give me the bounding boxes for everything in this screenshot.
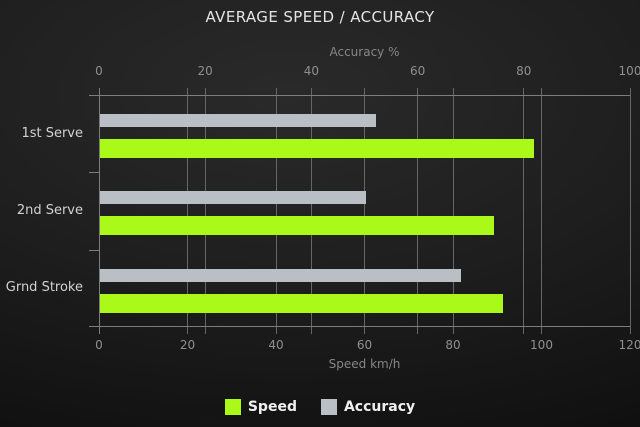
left-axis-tick — [89, 326, 99, 327]
bottom-axis-title: Speed km/h — [328, 357, 401, 371]
bottom-axis-tick-labels: 0 20 40 60 80 100 120 — [95, 338, 640, 352]
bottom-tick-label-0: 0 — [95, 338, 103, 352]
bottom-tick-label-120: 120 — [618, 338, 640, 352]
top-tick-label-80: 80 — [516, 64, 532, 78]
top-axis-tick-labels: 0 20 40 60 80 100 — [95, 64, 640, 78]
chart-title: AVERAGE SPEED / ACCURACY — [205, 8, 435, 26]
category-label-2: 2nd Serve — [16, 203, 83, 218]
top-tick-label-20: 20 — [197, 64, 213, 78]
left-axis-tick — [89, 250, 99, 251]
legend-label-speed: Speed — [247, 399, 297, 415]
category-label-1: 1st Serve — [21, 125, 83, 141]
top-tick-label-100: 100 — [618, 64, 640, 78]
legend-item-accuracy[interactable]: Accuracy — [320, 399, 416, 415]
bar-speed-3 — [100, 293, 503, 313]
top-tick-label-40: 40 — [303, 64, 320, 78]
bottom-tick-label-40: 40 — [268, 338, 284, 352]
bar-accuracy-2 — [100, 191, 366, 205]
top-axis-title: Accuracy % — [329, 45, 400, 59]
legend: Speed Accuracy — [0, 398, 640, 416]
bar-speed-1 — [100, 139, 534, 158]
gridline-accuracy-60 — [417, 88, 418, 334]
bar-speed-2 — [100, 216, 494, 236]
gridline-accuracy-80 — [523, 88, 524, 334]
plot-area — [89, 88, 631, 334]
gridline-accuracy-40 — [311, 88, 312, 334]
gridline-speed-120 — [630, 88, 631, 334]
gridline-speed-100 — [541, 88, 542, 334]
left-axis-tick — [89, 172, 99, 173]
bottom-axis-line — [99, 326, 630, 327]
gridline-speed-40 — [276, 88, 277, 334]
legend-item-speed[interactable]: Speed — [224, 399, 297, 415]
bottom-tick-label-80: 80 — [445, 338, 461, 352]
category-label-3: Grnd Stroke — [5, 280, 83, 296]
bar-accuracy-1 — [100, 114, 377, 127]
top-tick-label-60: 60 — [409, 64, 426, 78]
gridline-speed-80 — [453, 88, 454, 334]
speed-swatch-icon — [224, 399, 241, 415]
gridline-speed-20 — [187, 88, 188, 334]
gridline-accuracy-20 — [205, 88, 206, 334]
left-axis-line — [99, 88, 100, 334]
legend-label-accuracy: Accuracy — [343, 399, 416, 415]
bottom-tick-label-100: 100 — [530, 338, 553, 352]
top-tick-label-0: 0 — [95, 64, 103, 78]
left-axis-tick — [89, 95, 99, 96]
bottom-tick-label-20: 20 — [179, 338, 196, 352]
gridline-speed-60 — [364, 88, 365, 334]
bottom-tick-label-60: 60 — [356, 338, 373, 352]
bar-accuracy-3 — [100, 268, 462, 282]
accuracy-swatch-icon — [320, 399, 337, 415]
top-axis-line — [99, 95, 630, 96]
